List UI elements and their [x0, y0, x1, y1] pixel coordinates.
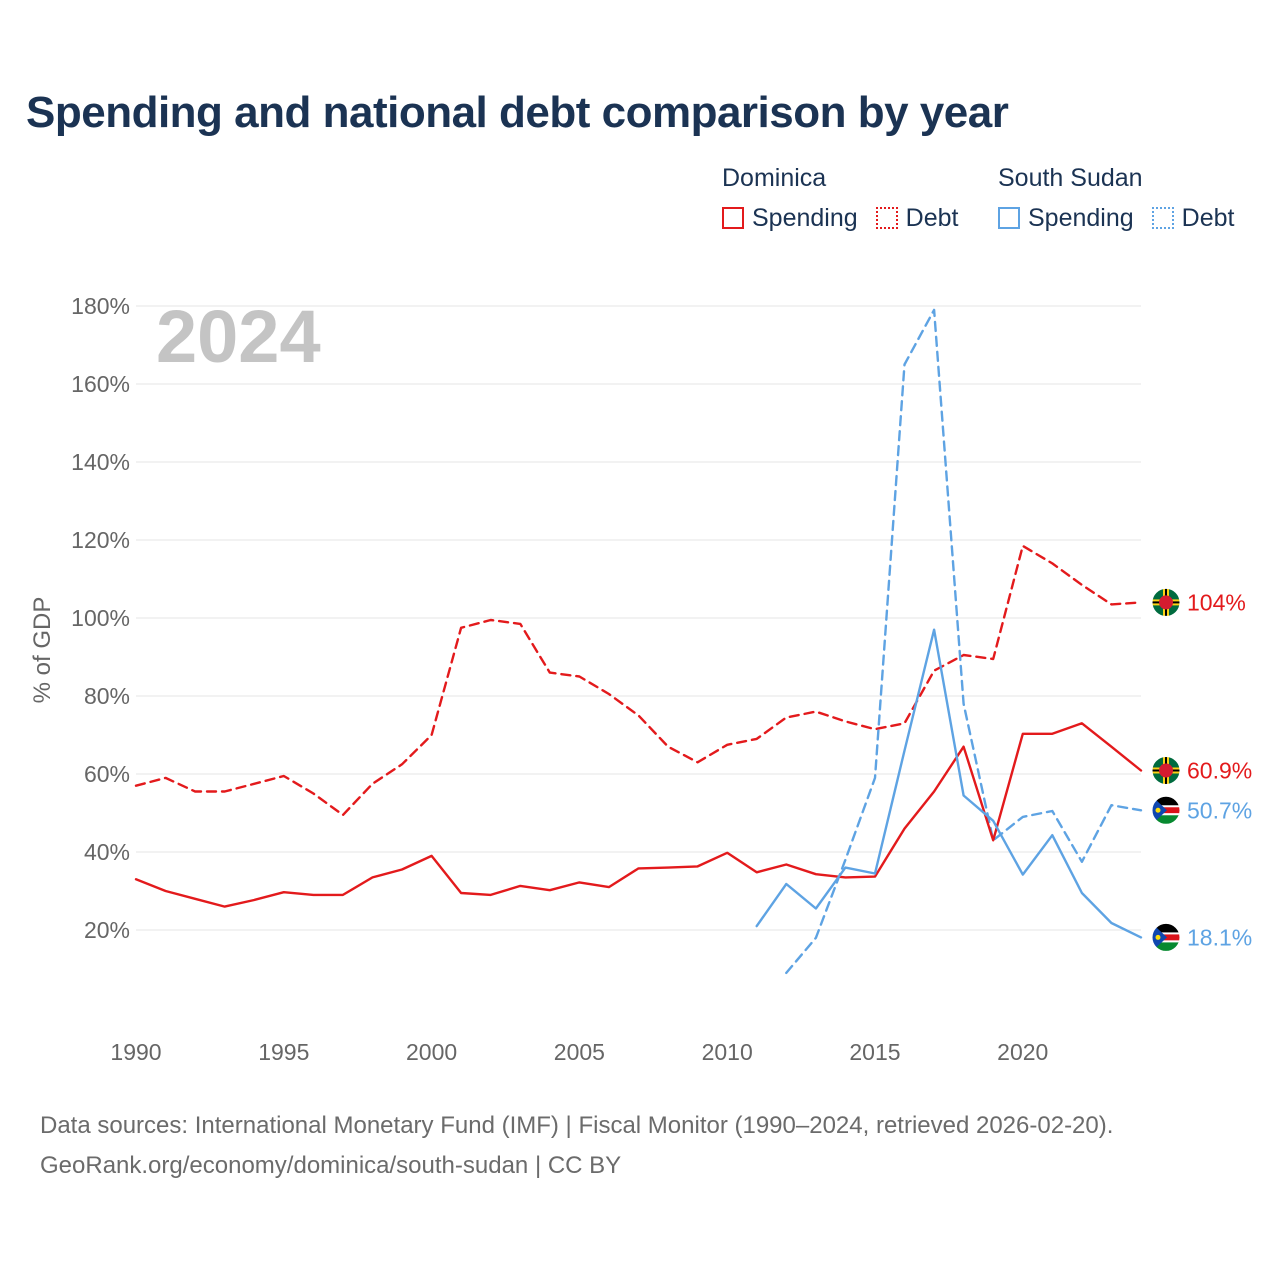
flag-star — [1155, 807, 1161, 813]
dominica-flag — [1152, 756, 1180, 785]
series-end-value-label: 60.9% — [1187, 757, 1252, 783]
series-line-south-sudan-spending[interactable] — [755, 628, 1143, 939]
series-line-south-sudan-debt[interactable] — [785, 308, 1143, 975]
flag-outline — [1151, 922, 1181, 952]
y-tick-label: 180% — [71, 293, 130, 319]
legend-solid-swatch-icon — [722, 207, 744, 229]
legend-item-label: Spending — [752, 203, 858, 232]
x-tick-label: 2000 — [406, 1039, 457, 1065]
flag-band — [1152, 813, 1180, 816]
legend-group-title: Dominica — [722, 164, 827, 192]
flag-band — [1152, 815, 1180, 825]
legend-dotted-swatch-icon — [1151, 207, 1174, 229]
legend-south-sudan-debt[interactable]: Debt — [1151, 203, 1235, 233]
legend-group-title: South Sudan — [998, 164, 1143, 192]
legend-dominica-debt[interactable]: Debt — [875, 203, 959, 233]
chart-title: Spending and national debt comparison by… — [26, 88, 1009, 137]
y-tick-label: 60% — [84, 761, 130, 787]
flag-outline — [1151, 795, 1181, 825]
legend-dominica-spending[interactable]: Spending — [722, 204, 858, 233]
y-tick-label: 120% — [71, 527, 130, 553]
legend-group-south-sudan: South Sudan Spending Debt — [998, 160, 1252, 240]
series-end-marker — [1151, 755, 1181, 785]
legend-dotted-swatch-icon — [875, 207, 898, 229]
south-sudan-flag — [1152, 796, 1180, 825]
series-end-marker — [1151, 587, 1181, 617]
legend-item-label: Spending — [1028, 203, 1134, 232]
flag-band — [1152, 805, 1180, 808]
series-end-value-label: 18.1% — [1187, 924, 1252, 950]
flag-band — [1152, 923, 1180, 934]
x-tick-label: 2005 — [554, 1039, 605, 1065]
flag-band — [1152, 942, 1180, 952]
legend-item-label: Debt — [1181, 203, 1235, 232]
legend-solid-swatch-icon — [998, 207, 1020, 229]
year-watermark: 2024 — [156, 295, 321, 378]
flag-outline — [1151, 587, 1181, 617]
x-tick-label: 1990 — [110, 1039, 161, 1065]
series-end-value-label: 104% — [1187, 589, 1246, 615]
flag-emblem — [1159, 763, 1173, 778]
flag-band — [1152, 796, 1180, 807]
series-line-dominica-spending[interactable] — [134, 722, 1143, 908]
y-axis-label: % of GDP — [29, 597, 56, 704]
series-end-marker — [1151, 795, 1181, 825]
x-tick-label: 2010 — [702, 1039, 753, 1065]
y-tick-label: 140% — [71, 449, 130, 475]
footer-sources: Data sources: International Monetary Fun… — [40, 1112, 1114, 1139]
dominica-flag — [1152, 588, 1180, 617]
y-tick-label: 100% — [71, 605, 130, 631]
series-end-value-label: 50.7% — [1187, 797, 1252, 823]
x-tick-label: 1995 — [258, 1039, 309, 1065]
y-tick-label: 160% — [71, 371, 130, 397]
y-tick-label: 80% — [84, 683, 130, 709]
footer-link[interactable]: GeoRank.org/economy/dominica/south-sudan… — [40, 1152, 622, 1179]
flag-outline — [1151, 755, 1181, 785]
footer: Data sources: International Monetary Fun… — [40, 1106, 1113, 1186]
y-tick-label: 20% — [84, 917, 130, 943]
x-tick-label: 2015 — [849, 1039, 900, 1065]
legend-item-label: Debt — [905, 203, 959, 232]
x-tick-label: 2020 — [997, 1039, 1048, 1065]
flag-star — [1155, 934, 1161, 940]
flag-emblem — [1159, 595, 1173, 610]
flag-band — [1152, 932, 1180, 935]
y-tick-label: 40% — [84, 839, 130, 865]
flag-band — [1152, 940, 1180, 943]
legend-south-sudan-spending[interactable]: Spending — [998, 204, 1134, 233]
south-sudan-flag — [1152, 923, 1180, 952]
series-end-marker — [1151, 922, 1181, 952]
series-line-dominica-debt[interactable] — [134, 544, 1143, 817]
legend-group-dominica: Dominica Spending Debt — [722, 160, 976, 240]
